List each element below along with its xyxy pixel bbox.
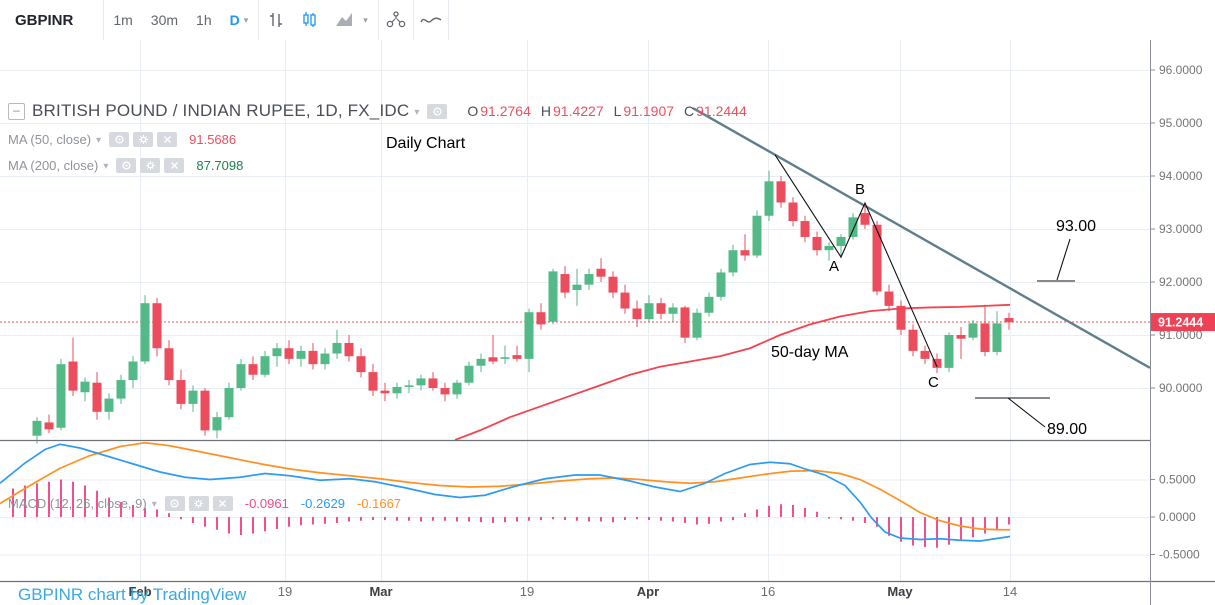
svg-text:0.5000: 0.5000 bbox=[1159, 473, 1196, 487]
macd-remove-button[interactable] bbox=[212, 495, 233, 511]
chart-canvas[interactable]: 96.0000 95.0000 94.0000 93.0000 92.0000 91.00… bbox=[0, 40, 1215, 605]
ma200-value: 87.7098 bbox=[196, 157, 244, 173]
curve-tool-icon[interactable] bbox=[414, 0, 448, 40]
macd-main-line bbox=[0, 443, 1011, 542]
candle-style-icon[interactable] bbox=[293, 0, 327, 40]
macd-histogram-value: -0.0961 bbox=[244, 495, 289, 511]
ma50-visibility-button[interactable] bbox=[109, 131, 130, 147]
series-chevron-down-icon[interactable]: ▾ bbox=[414, 106, 420, 118]
grid-lines bbox=[0, 40, 1150, 582]
toolbar-separator bbox=[103, 0, 105, 40]
svg-text:May: May bbox=[887, 584, 913, 599]
price-badge: 91.2444 bbox=[1151, 313, 1215, 332]
chart-toolbar: GBPINR 1m 30m 1h D ▾ ▾ bbox=[0, 0, 1215, 41]
pane-separators bbox=[0, 439, 1215, 583]
chart-stage: 96.0000 95.0000 94.0000 93.0000 92.0000 91.00… bbox=[0, 40, 1215, 605]
ma50-line bbox=[454, 303, 1011, 441]
trend-line bbox=[692, 107, 1151, 369]
svg-text:90.0000: 90.0000 bbox=[1159, 381, 1203, 395]
interval-daily-button[interactable]: D bbox=[229, 12, 240, 28]
svg-text:14: 14 bbox=[1003, 584, 1017, 599]
ma50-chevron-down-icon[interactable]: ▾ bbox=[96, 134, 102, 146]
close-value: 91.2444 bbox=[696, 103, 747, 119]
svg-text:Mar: Mar bbox=[369, 584, 392, 599]
level-pointer-lines bbox=[975, 238, 1075, 428]
svg-text:Feb: Feb bbox=[128, 584, 151, 599]
macd-visibility-button[interactable] bbox=[164, 495, 185, 511]
svg-text:94.0000: 94.0000 bbox=[1159, 169, 1203, 183]
interval-30m-button[interactable]: 30m bbox=[150, 12, 179, 28]
bar-style-icon[interactable] bbox=[259, 0, 293, 40]
level-93-label[interactable]: 93.00 bbox=[1056, 218, 1097, 235]
macd-signal-line bbox=[0, 441, 1010, 531]
macd-histogram bbox=[12, 479, 1010, 548]
ma200-visibility-button[interactable] bbox=[116, 157, 137, 173]
low-value: 91.1907 bbox=[623, 103, 675, 119]
open-label: O bbox=[467, 103, 479, 119]
level-89-label[interactable]: 89.00 bbox=[1047, 421, 1088, 438]
svg-text:16: 16 bbox=[761, 584, 775, 599]
candlesticks bbox=[32, 170, 1014, 444]
high-value: 91.4227 bbox=[553, 103, 604, 119]
collapse-pane-icon[interactable]: – bbox=[8, 102, 25, 120]
abc-zigzag bbox=[774, 154, 938, 368]
ma50-label[interactable]: MA (50, close) bbox=[8, 131, 92, 147]
ma200-legend: MA (200, close) ▾ 87.7098 bbox=[8, 157, 243, 173]
ohlc-readout: O 91.2764 H 91.4227 L 91.1907 C 91.2444 bbox=[457, 103, 746, 119]
time-axis[interactable]: Feb 19 Mar 19 Apr 16 May 14 bbox=[128, 584, 1017, 599]
interval-1m-button[interactable]: 1m bbox=[113, 12, 133, 28]
svg-text:92.0000: 92.0000 bbox=[1159, 275, 1203, 289]
price-axis[interactable]: 96.0000 95.0000 94.0000 93.0000 92.0000 91.00… bbox=[1150, 40, 1215, 605]
ma-note[interactable]: 50-day MA bbox=[771, 344, 849, 361]
macd-chevron-down-icon[interactable]: ▾ bbox=[151, 498, 157, 510]
ma200-settings-button[interactable] bbox=[140, 157, 161, 173]
low-label: L bbox=[613, 103, 622, 119]
wave-label-b[interactable]: B bbox=[855, 181, 866, 198]
wave-label-a[interactable]: A bbox=[829, 258, 840, 275]
macd-label[interactable]: MACD (12, 26, close, 9) bbox=[8, 495, 147, 511]
area-style-icon[interactable] bbox=[327, 0, 361, 40]
svg-text:19: 19 bbox=[520, 584, 534, 599]
toolbar-separator bbox=[447, 0, 449, 40]
compare-icon[interactable] bbox=[379, 0, 413, 40]
close-label: C bbox=[684, 103, 695, 119]
daily-chart-note[interactable]: Daily Chart bbox=[386, 135, 466, 152]
svg-text:93.0000: 93.0000 bbox=[1159, 222, 1203, 236]
tradingview-watermark: GBPINR chart by TradingView bbox=[18, 585, 247, 604]
ma50-settings-button[interactable] bbox=[133, 131, 154, 147]
macd-settings-button[interactable] bbox=[188, 495, 209, 511]
ma50-legend: MA (50, close) ▾ 91.5686 bbox=[8, 131, 236, 147]
macd-legend: MACD (12, 26, close, 9) ▾ -0.0961 -0.262… bbox=[8, 495, 401, 511]
symbol-button[interactable]: GBPINR bbox=[15, 11, 74, 29]
ma200-chevron-down-icon[interactable]: ▾ bbox=[103, 160, 109, 172]
interval-chevron-down-icon[interactable]: ▾ bbox=[243, 14, 249, 25]
ma200-label[interactable]: MA (200, close) bbox=[8, 157, 99, 173]
ma50-remove-button[interactable] bbox=[157, 131, 178, 147]
toolbar-separator bbox=[377, 0, 379, 40]
toolbar-separator bbox=[412, 0, 414, 40]
svg-text:91.2444: 91.2444 bbox=[1158, 316, 1203, 330]
open-value: 91.2764 bbox=[480, 103, 531, 119]
interval-1h-button[interactable]: 1h bbox=[196, 12, 212, 28]
series-title[interactable]: BRITISH POUND / INDIAN RUPEE, 1D, FX_IDC bbox=[32, 101, 410, 120]
svg-text:-0.5000: -0.5000 bbox=[1159, 548, 1200, 562]
svg-text:91.0000: 91.0000 bbox=[1159, 328, 1203, 342]
svg-text:19: 19 bbox=[278, 584, 292, 599]
macd-line-value: -0.2629 bbox=[300, 495, 345, 511]
ma50-value: 91.5686 bbox=[189, 131, 237, 147]
toolbar-separator bbox=[258, 0, 260, 40]
ma200-remove-button[interactable] bbox=[164, 157, 185, 173]
high-label: H bbox=[540, 103, 551, 119]
svg-text:0.0000: 0.0000 bbox=[1159, 510, 1196, 524]
macd-signal-value: -0.1667 bbox=[356, 495, 402, 511]
style-chevron-down-icon[interactable]: ▾ bbox=[363, 14, 368, 25]
svg-text:Apr: Apr bbox=[637, 584, 659, 599]
wave-label-c[interactable]: C bbox=[928, 374, 939, 391]
svg-text:95.0000: 95.0000 bbox=[1159, 116, 1203, 130]
svg-text:96.0000: 96.0000 bbox=[1159, 63, 1203, 77]
series-visibility-button[interactable] bbox=[427, 103, 448, 119]
main-series-legend: – BRITISH POUND / INDIAN RUPEE, 1D, FX_I… bbox=[8, 101, 747, 120]
